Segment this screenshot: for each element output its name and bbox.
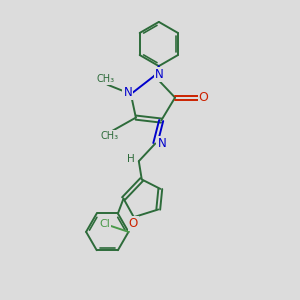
Text: N: N <box>124 86 132 99</box>
Text: N: N <box>158 137 166 150</box>
Text: CH₃: CH₃ <box>100 131 118 141</box>
Text: Cl: Cl <box>99 220 110 230</box>
Text: O: O <box>129 217 138 230</box>
Text: H: H <box>127 154 134 164</box>
Text: CH₃: CH₃ <box>97 74 115 84</box>
Text: O: O <box>199 91 208 104</box>
Text: N: N <box>155 68 164 81</box>
